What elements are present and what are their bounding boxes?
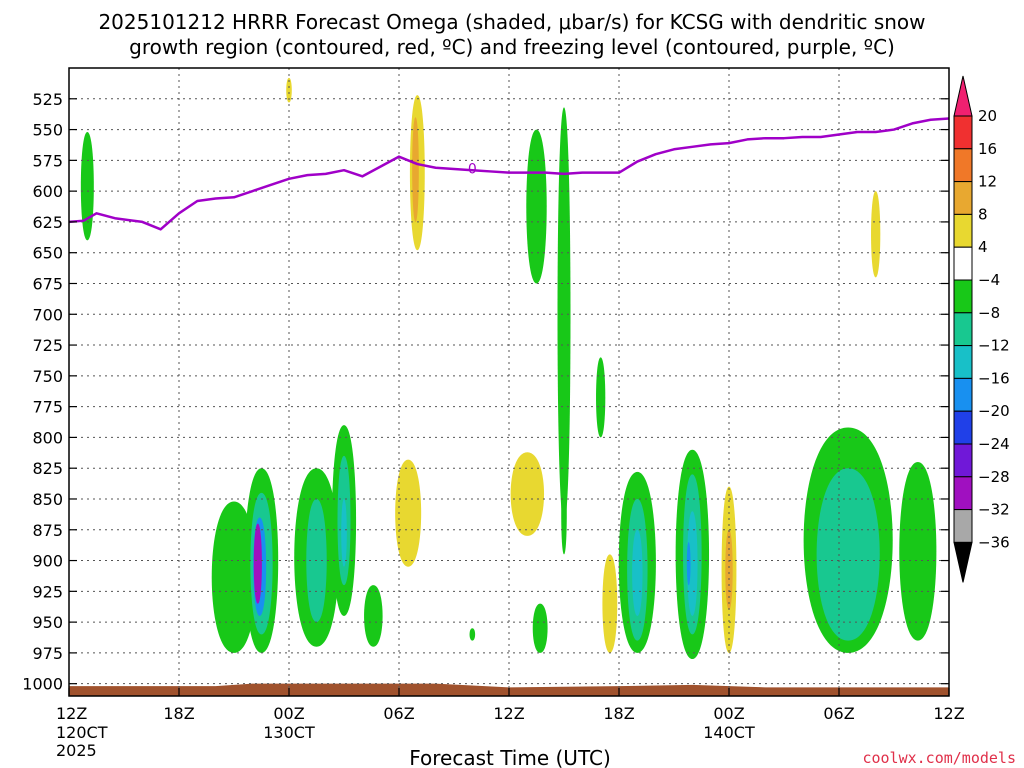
grid-lines bbox=[69, 68, 949, 696]
colorbar-band-1 bbox=[953, 115, 973, 150]
colorbar-label-11: −28 bbox=[978, 468, 1010, 486]
y-tick-label-525: 525 bbox=[32, 90, 63, 109]
colorbar: 20 16 12 8 4 −4 −8 −12 −16 −20 −24 −28 −32 −36 bbox=[953, 75, 1010, 583]
credit-link[interactable]: coolwx.com/models bbox=[862, 749, 1016, 767]
x-tick-label-1: 18Z bbox=[163, 704, 194, 723]
omega-cell-10 bbox=[211, 501, 257, 653]
omega-shading bbox=[80, 77, 937, 660]
colorbar-band-12 bbox=[953, 476, 973, 511]
omega-cell-31 bbox=[687, 511, 698, 616]
omega-cell-8 bbox=[561, 474, 567, 555]
colorbar-band-3 bbox=[953, 181, 973, 215]
omega-cell-32 bbox=[686, 542, 691, 586]
colorbar-band-11 bbox=[953, 443, 973, 478]
colorbar-band-8 bbox=[953, 345, 973, 379]
y-tick-label-725: 725 bbox=[32, 336, 63, 355]
colorbar-band-13 bbox=[953, 509, 973, 543]
x-tick-label-4: 12Z bbox=[493, 704, 524, 723]
x-tick-label-2: 00Z bbox=[273, 704, 304, 723]
omega-cell-34 bbox=[725, 529, 733, 610]
freezing-level-layer: 0 bbox=[68, 117, 950, 231]
colorbar-label-3: 8 bbox=[978, 205, 988, 223]
x-tick-sublabel-2-0: 130CT bbox=[263, 723, 315, 742]
x-tick-label-3: 06Z bbox=[383, 704, 414, 723]
colorbar-band-top-triangle bbox=[953, 75, 973, 117]
omega-cell-4 bbox=[286, 77, 292, 103]
colorbar-label-2: 12 bbox=[978, 173, 997, 191]
y-tick-label-625: 625 bbox=[32, 213, 63, 232]
y-tick-label-975: 975 bbox=[32, 644, 63, 663]
freezing-level-line bbox=[68, 117, 950, 231]
colorbar-label-12: −32 bbox=[978, 501, 1010, 519]
colorbar-label-7: −12 bbox=[978, 337, 1010, 355]
y-tick-label-700: 700 bbox=[32, 305, 63, 324]
omega-cell-37 bbox=[899, 462, 937, 641]
y-axis-ticks: 525 550 575 600 625 650 675 700 725 750 775 800 825 8… bbox=[22, 90, 949, 694]
colorbar-label-0: 20 bbox=[978, 107, 997, 125]
colorbar-band-6 bbox=[953, 279, 973, 314]
omega-cell-22 bbox=[469, 628, 476, 641]
y-tick-label-650: 650 bbox=[32, 244, 63, 263]
colorbar-label-4: 4 bbox=[978, 238, 988, 256]
omega-cell-20 bbox=[364, 585, 383, 647]
omega-cell-23 bbox=[510, 452, 545, 536]
omega-cell-36 bbox=[816, 468, 880, 641]
x-tick-label-8: 12Z bbox=[933, 704, 964, 723]
omega-cell-28 bbox=[632, 529, 643, 616]
y-tick-label-575: 575 bbox=[32, 151, 63, 170]
x-tick-sublabel-0-1: 2025 bbox=[56, 741, 97, 760]
colorbar-band-4 bbox=[953, 213, 973, 248]
omega-cell-6 bbox=[557, 107, 571, 524]
colorbar-label-1: 16 bbox=[978, 140, 997, 158]
omega-cell-19 bbox=[341, 498, 347, 567]
chart-title-line-1: 2025101212 HRRR Forecast Omega (shaded, … bbox=[98, 10, 925, 34]
y-tick-label-1000: 1000 bbox=[22, 675, 63, 694]
colorbar-label-5: −4 bbox=[978, 271, 1000, 289]
y-tick-label-950: 950 bbox=[32, 613, 63, 632]
colorbar-band-7 bbox=[953, 312, 973, 347]
y-tick-label-900: 900 bbox=[32, 552, 63, 571]
colorbar-label-9: −20 bbox=[978, 402, 1010, 420]
omega-cell-9 bbox=[871, 191, 881, 278]
chart-title-line-2: growth region (contoured, red, ºC) and f… bbox=[129, 35, 895, 59]
y-tick-label-925: 925 bbox=[32, 582, 63, 601]
y-tick-label-750: 750 bbox=[32, 367, 63, 386]
colorbar-label-8: −16 bbox=[978, 369, 1010, 387]
omega-cell-7 bbox=[596, 357, 606, 438]
y-tick-label-875: 875 bbox=[32, 521, 63, 540]
omega-cell-3 bbox=[412, 117, 419, 222]
colorbar-band-10 bbox=[953, 410, 973, 445]
omega-cell-5 bbox=[526, 129, 547, 284]
x-axis-label: Forecast Time (UTC) bbox=[409, 746, 611, 768]
colorbar-band-5 bbox=[953, 246, 973, 281]
colorbar-label-6: −8 bbox=[978, 304, 1000, 322]
x-tick-label-5: 18Z bbox=[603, 704, 634, 723]
y-tick-label-600: 600 bbox=[32, 182, 63, 201]
y-tick-label-775: 775 bbox=[32, 398, 63, 417]
y-tick-label-800: 800 bbox=[32, 428, 63, 447]
x-tick-label-0: 12Z bbox=[56, 704, 87, 723]
colorbar-band-9 bbox=[953, 377, 973, 412]
colorbar-band-2 bbox=[953, 148, 973, 183]
y-tick-label-825: 825 bbox=[32, 459, 63, 478]
omega-cell-25 bbox=[602, 554, 618, 653]
y-tick-label-675: 675 bbox=[32, 274, 63, 293]
omega-cell-24 bbox=[532, 603, 548, 653]
colorbar-band-bottom-triangle bbox=[953, 541, 973, 583]
colorbar-label-10: −24 bbox=[978, 435, 1010, 453]
x-tick-sublabel-6-0: 140CT bbox=[703, 723, 755, 742]
y-tick-label-550: 550 bbox=[32, 121, 63, 140]
omega-cell-1 bbox=[80, 132, 94, 241]
x-tick-sublabel-0-0: 120CT bbox=[56, 723, 108, 742]
y-tick-label-850: 850 bbox=[32, 490, 63, 509]
x-tick-label-7: 06Z bbox=[823, 704, 854, 723]
omega-cell-21 bbox=[395, 459, 422, 567]
omega-cell-14 bbox=[253, 523, 262, 604]
x-tick-label-6: 00Z bbox=[713, 704, 744, 723]
colorbar-label-13: −36 bbox=[978, 533, 1010, 551]
freezing-level-label: 0 bbox=[468, 162, 477, 178]
